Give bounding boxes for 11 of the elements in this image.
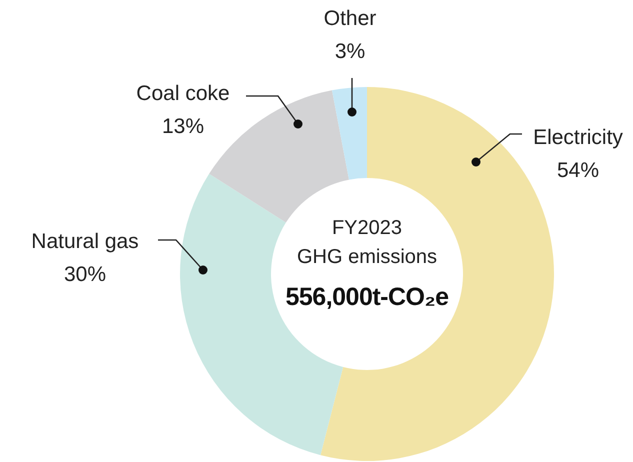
text: FY2023 GHG emissions	[296, 217, 438, 268]
slice-label: Coal coke	[136, 82, 230, 105]
donut-slice	[332, 87, 367, 180]
slice-label: Other	[324, 7, 376, 30]
text: 556,000t-CO₂e	[285, 283, 450, 311]
slice-label: Natural gas	[31, 230, 139, 253]
data-label: 54%	[556, 159, 600, 182]
data-label: 13%	[162, 115, 204, 138]
data-label: 3%	[334, 40, 366, 63]
data-label: 30%	[64, 263, 106, 286]
slice-label: Electricity	[533, 126, 624, 149]
